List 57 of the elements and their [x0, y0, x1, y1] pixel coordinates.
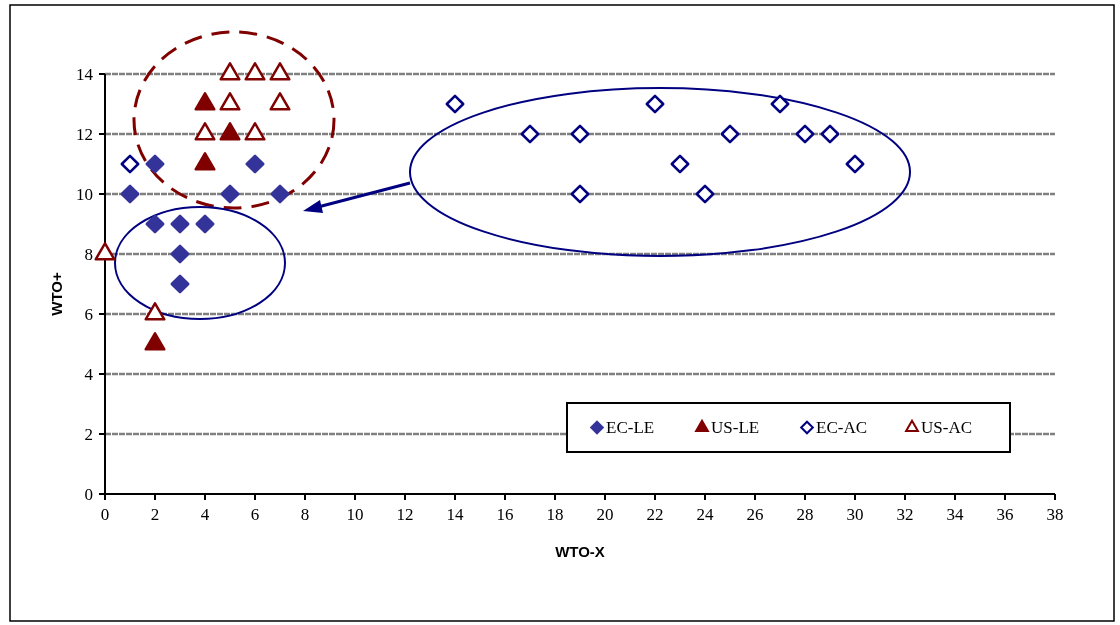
point	[720, 124, 740, 144]
x-tick-label: 38	[1046, 505, 1064, 524]
point	[645, 94, 665, 114]
point	[445, 94, 465, 114]
point	[245, 154, 265, 174]
x-tick-label: 32	[896, 505, 914, 524]
x-tick-label: 36	[996, 505, 1014, 524]
legend-label: EC-LE	[606, 418, 655, 438]
x-tick-label: 26	[746, 505, 764, 524]
point	[170, 244, 190, 264]
point	[120, 184, 140, 204]
point	[570, 184, 590, 204]
x-tick-label: 2	[150, 505, 160, 524]
y-tick-label: 4	[84, 364, 94, 384]
point	[170, 214, 190, 234]
point	[695, 184, 715, 204]
x-tick-label: 10	[346, 505, 364, 524]
x-axis-title: WTO-X	[555, 543, 605, 560]
point	[270, 184, 290, 204]
x-tick-label: 16	[496, 505, 514, 524]
x-tick-label: 6	[250, 505, 260, 524]
y-tick-label: 12	[76, 124, 93, 144]
x-tick-label: 0	[100, 505, 110, 524]
point	[570, 124, 590, 144]
y-tick-label: 0	[84, 484, 93, 504]
point	[845, 154, 865, 174]
x-tick-label: 22	[646, 505, 664, 524]
legend-label: US-AC	[921, 418, 973, 438]
y-tick-label: 14	[76, 64, 94, 84]
point	[170, 274, 190, 294]
point	[795, 124, 815, 144]
legend-label: US-LE	[711, 418, 760, 438]
x-tick-label: 14	[446, 505, 464, 524]
point	[195, 214, 215, 234]
y-tick-label: 10	[76, 184, 93, 204]
y-tick-label: 2	[84, 424, 93, 444]
legend-label: EC-AC	[816, 418, 867, 438]
x-tick-label: 4	[200, 505, 210, 524]
point	[220, 184, 240, 204]
point	[120, 154, 140, 174]
x-tick-label: 34	[946, 505, 964, 524]
point	[145, 214, 165, 234]
x-tick-label: 18	[546, 505, 564, 524]
point	[770, 94, 790, 114]
point	[670, 154, 690, 174]
point	[145, 154, 165, 174]
point	[820, 124, 840, 144]
point	[520, 124, 540, 144]
y-axis-title: WTO+	[48, 272, 65, 316]
y-tick-label: 6	[84, 304, 93, 324]
x-tick-label: 12	[396, 505, 414, 524]
x-tick-label: 8	[300, 505, 310, 524]
x-tick-label: 20	[596, 505, 614, 524]
y-tick-label: 8	[84, 244, 93, 264]
x-tick-label: 28	[796, 505, 814, 524]
x-tick-label: 30	[846, 505, 864, 524]
x-tick-label: 24	[696, 505, 714, 524]
